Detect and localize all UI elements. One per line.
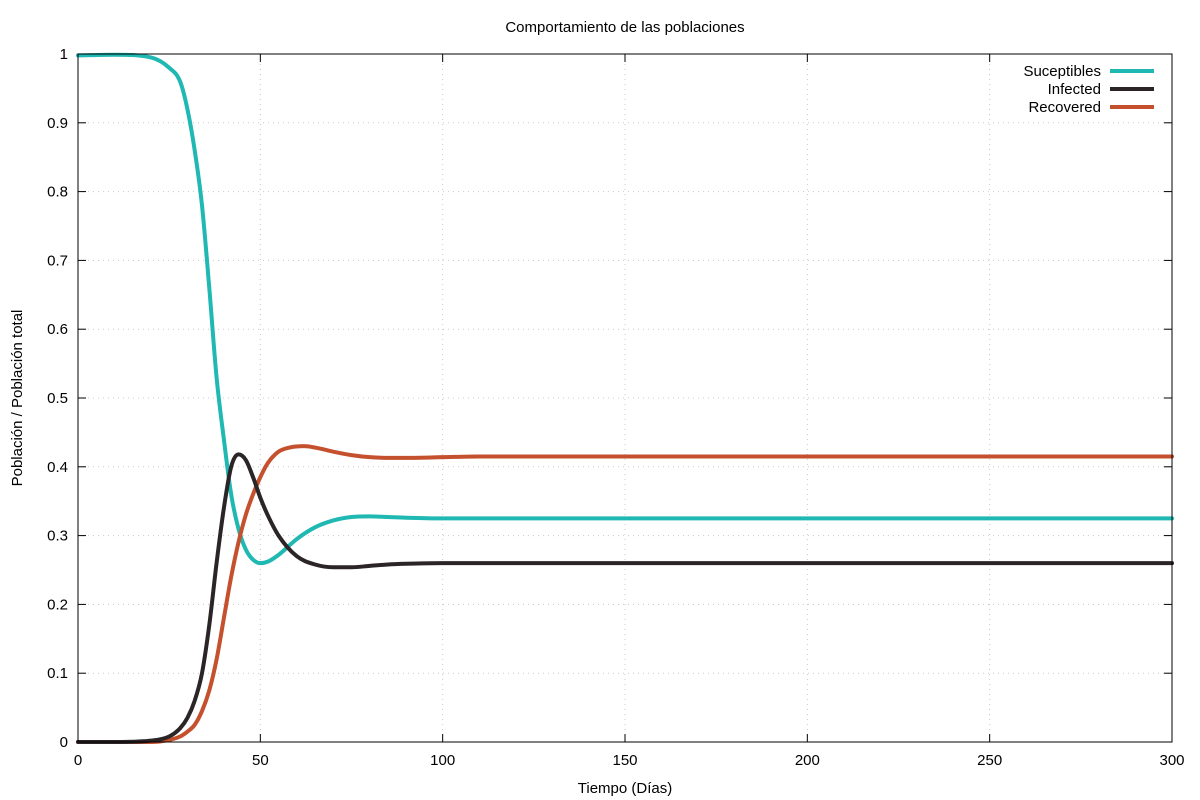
y-tick-label: 0.3: [47, 528, 68, 545]
x-tick-label: 100: [430, 752, 455, 769]
y-tick-label: 1: [60, 46, 68, 63]
x-tick-label: 0: [74, 752, 82, 769]
x-tick-label: 250: [977, 752, 1002, 769]
y-tick-label: 0.6: [47, 321, 68, 338]
y-tick-label: 0.9: [47, 115, 68, 132]
x-tick-label: 50: [252, 752, 269, 769]
x-tick-label: 300: [1159, 752, 1184, 769]
chart-title: Comportamiento de las poblaciones: [505, 19, 744, 36]
series-lines: [76, 52, 1174, 744]
grid: [78, 54, 1172, 742]
axis-ticks: 0 50 100 150 200 250 300 0 0.1 0.2 0.3 0.4 0.5 0.6 0.7…: [47, 46, 1184, 769]
y-tick-label: 0: [60, 734, 68, 751]
y-tick-label: 0.1: [47, 665, 68, 682]
y-tick-label: 0.2: [47, 596, 68, 613]
y-tick-label: 0.4: [47, 459, 68, 476]
y-axis-label: Población / Población total: [9, 310, 26, 487]
legend-label-infected: Infected: [1048, 81, 1101, 98]
plot-frame: [77, 53, 1173, 743]
x-tick-label: 200: [795, 752, 820, 769]
series-line-infected: [76, 452, 1174, 744]
series-line-recovered: [76, 444, 1174, 744]
y-tick-label: 0.8: [47, 184, 68, 201]
x-axis-label: Tiempo (Días): [578, 780, 672, 797]
y-tick-label: 0.5: [47, 390, 68, 407]
legend-label-recovered: Recovered: [1028, 99, 1101, 116]
legend-label-suceptibles: Suceptibles: [1023, 63, 1101, 80]
x-tick-label: 150: [612, 752, 637, 769]
series-line-suceptibles: [76, 52, 1174, 566]
y-tick-label: 0.7: [47, 252, 68, 269]
